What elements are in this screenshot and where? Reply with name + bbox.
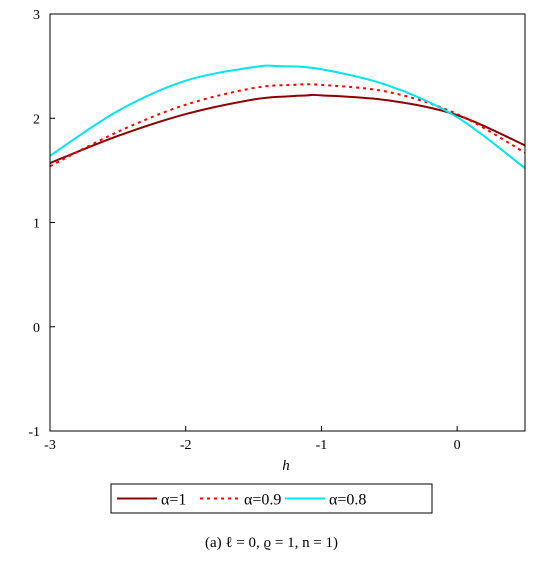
y-tick-label: 3 xyxy=(33,8,40,23)
series-line-3 xyxy=(50,64,525,170)
x-tick-label: 0 xyxy=(454,438,461,453)
plot-frame xyxy=(49,13,526,432)
y-tick-label: 0 xyxy=(33,321,40,336)
y-tick-label: 1 xyxy=(33,217,40,232)
y-tick-label: 2 xyxy=(33,112,40,127)
legend-label-1: α=1 xyxy=(161,492,186,509)
legend-box xyxy=(110,483,433,514)
legend-label-3: α=0.8 xyxy=(329,492,366,509)
series-line-1 xyxy=(50,93,525,165)
y-tick-label: -1 xyxy=(28,425,40,440)
figure-caption: (a) ℓ = 0, ϱ = 1, n = 1) xyxy=(204,535,339,551)
axis-ticks: -3 -2 -1 0 -1 0 1 2 3 xyxy=(28,8,460,453)
x-axis-label: h xyxy=(282,458,290,474)
x-tick-label: -3 xyxy=(44,438,56,453)
plot-area xyxy=(50,64,525,170)
x-tick-label: -2 xyxy=(180,438,192,453)
legend: α=1 α=0.9 α=0.8 xyxy=(110,483,433,514)
legend-label-2: α=0.9 xyxy=(244,492,281,509)
x-tick-label: -1 xyxy=(316,438,328,453)
